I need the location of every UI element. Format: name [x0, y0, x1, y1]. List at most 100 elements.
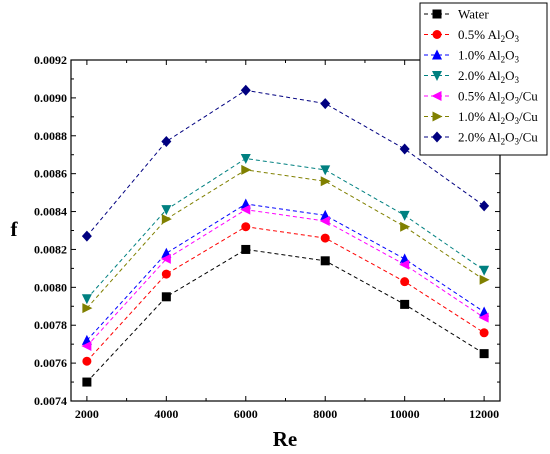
- data-point: [241, 244, 251, 254]
- series-2: [82, 222, 489, 366]
- legend-label: 2.0% Al2O3: [458, 68, 520, 85]
- legend-label-part: /Cu: [519, 89, 538, 104]
- legend-label-part: /Cu: [519, 130, 538, 145]
- data-point: [161, 214, 172, 225]
- series-line: [86, 203, 485, 341]
- legend-label-part: 3: [515, 34, 520, 44]
- x-tick-label: 10000: [390, 407, 420, 421]
- data-point: [240, 84, 251, 96]
- data-point: [400, 277, 410, 287]
- legend-box: [419, 2, 548, 156]
- legend-item: Water: [424, 7, 489, 22]
- legend-marker: [432, 111, 443, 122]
- data-point: [479, 265, 490, 276]
- data-point: [161, 269, 171, 279]
- legend-marker: [432, 71, 442, 81]
- x-tick-label: 8000: [313, 407, 337, 421]
- x-tick-label: 2000: [75, 407, 99, 421]
- data-point: [161, 205, 172, 216]
- legend-label-part: 2.0% Al: [458, 68, 501, 83]
- series-5: [81, 204, 489, 352]
- legend-item: 2.0% Al2O3: [424, 68, 520, 85]
- legend-item: 2.0% Al2O3/Cu: [424, 130, 538, 147]
- series-6: [82, 164, 490, 314]
- data-point: [82, 377, 92, 387]
- data-point: [479, 274, 490, 285]
- legend-label-part: O: [505, 130, 514, 145]
- legend-label-part: 0.5% Al: [458, 89, 501, 104]
- legend-marker: [432, 30, 442, 39]
- legend-label-part: O: [505, 68, 514, 83]
- series-line: [86, 226, 485, 362]
- x-axis-title: Re: [273, 427, 298, 451]
- y-tick-label: 0.0082: [34, 242, 67, 256]
- legend-label-part: 0.5% Al: [458, 27, 501, 42]
- data-point: [320, 256, 330, 266]
- legend-label-part: O: [505, 48, 514, 63]
- legend-label-part: 2.0% Al: [458, 130, 501, 145]
- legend-label-part: 3: [515, 137, 520, 147]
- legend-label-part: 2: [501, 96, 506, 106]
- y-tick-label: 0.0080: [34, 280, 67, 294]
- data-point: [478, 312, 489, 323]
- data-point: [241, 222, 251, 232]
- data-point: [161, 292, 171, 302]
- series-4: [81, 154, 490, 305]
- legend-item: 1.0% Al2O3/Cu: [424, 109, 538, 126]
- legend-label-part: O: [505, 27, 514, 42]
- legend-label-part: O: [505, 109, 514, 124]
- legend-label-part: 3: [515, 116, 520, 126]
- data-point: [161, 135, 172, 147]
- data-point: [399, 210, 410, 221]
- data-point: [399, 259, 410, 270]
- legend-label-part: 3: [515, 96, 520, 106]
- series-line: [86, 248, 485, 383]
- data-point: [81, 341, 92, 352]
- data-point: [400, 221, 411, 232]
- y-tick-label: 0.0088: [34, 129, 67, 143]
- series-line: [86, 169, 485, 309]
- legend-label: 0.5% Al2O3: [458, 27, 520, 44]
- y-tick-label: 0.0074: [34, 394, 67, 408]
- legend-marker: [432, 49, 442, 60]
- data-point: [479, 200, 490, 212]
- legend-label-part: 2: [501, 137, 506, 147]
- legend-label-part: 2: [501, 116, 506, 126]
- legend-label: 1.0% Al2O3/Cu: [458, 109, 538, 126]
- data-point: [399, 143, 410, 155]
- legend-label: 2.0% Al2O3/Cu: [458, 130, 538, 147]
- data-point: [160, 253, 171, 264]
- data-point: [319, 216, 330, 227]
- legend-label-part: 1.0% Al: [458, 109, 501, 124]
- y-tick-label: 0.0078: [34, 318, 67, 332]
- y-tick-label: 0.0092: [34, 53, 67, 67]
- y-tick-label: 0.0090: [34, 91, 67, 105]
- data-point: [479, 349, 489, 359]
- legend-label-part: Water: [458, 7, 489, 22]
- data-point: [320, 98, 331, 110]
- series-line: [86, 89, 485, 237]
- legend-label-part: 2: [501, 34, 506, 44]
- legend-marker: [432, 131, 442, 143]
- axis-ticks: 2000 4000 6000 8000 10000 12000 0.0074 0.0076 0.…: [34, 53, 500, 421]
- legend-label: 1.0% Al2O3: [458, 48, 520, 65]
- data-point: [82, 303, 93, 314]
- data-point: [240, 154, 251, 165]
- series-line: [86, 157, 485, 300]
- legend-label-part: /Cu: [519, 109, 538, 124]
- data-point: [320, 165, 331, 176]
- legend-label-part: 3: [515, 55, 520, 65]
- data-point: [400, 299, 410, 309]
- legend-label-part: 1.0% Al: [458, 48, 501, 63]
- y-tick-label: 0.0076: [34, 356, 67, 370]
- y-tick-label: 0.0084: [34, 205, 67, 219]
- legend-label-part: O: [505, 89, 514, 104]
- data-point: [241, 164, 252, 175]
- legend-item: 0.5% Al2O3/Cu: [424, 89, 538, 106]
- legend-marker: [432, 9, 442, 19]
- data-point: [320, 233, 330, 243]
- legend-label-part: 3: [515, 75, 520, 85]
- legend-label: Water: [458, 7, 489, 22]
